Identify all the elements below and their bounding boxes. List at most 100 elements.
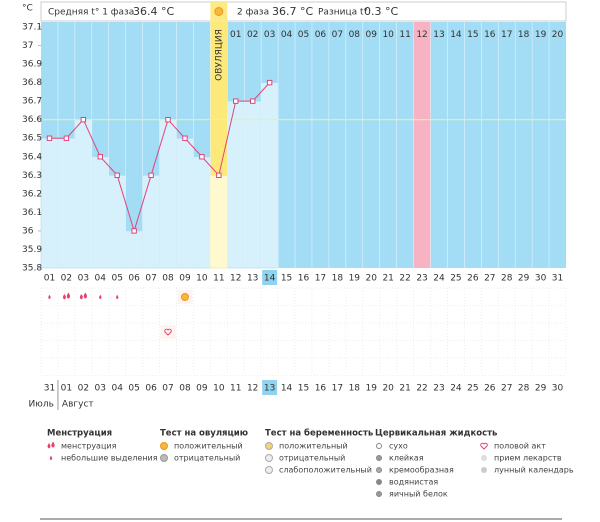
post-ovulation-day: 01 [230,30,241,40]
post-ovulation-day: 05 [298,30,309,40]
post-ovulation-day: 16 [484,30,496,40]
day-label: 11 [213,274,224,284]
post-ovulation-day: 14 [450,30,462,40]
date-label: 29 [535,384,547,394]
day-label: 16 [298,274,310,284]
date-label: 18 [349,384,361,394]
date-label: 12 [247,384,258,394]
legend-item: отрицательный [279,454,345,463]
temperature-point [63,135,70,141]
day-label: 14 [264,274,276,284]
temperature-bar [91,156,110,269]
date-label: 30 [552,384,564,394]
month-label: Август [62,400,94,410]
day-label: 05 [111,274,122,284]
temperature-point [233,98,239,104]
day-label: 18 [332,274,344,284]
post-ovulation-day: 03 [264,30,275,40]
temperature-bar [108,175,126,269]
y-tick-label: 37 [22,41,33,51]
legend-item: слабоположительный [279,466,372,475]
fluid-icon [376,443,382,449]
spotting-icon [49,455,53,461]
y-tick-label: 36.9 [22,60,42,70]
difference-value: 0.3 °C [364,5,398,18]
day-label: 23 [416,274,427,284]
legend-item: клейкая [389,454,424,463]
temperature-bar [57,137,76,269]
date-label: 31 [44,384,55,394]
menstruation-icon [83,292,87,299]
day-label: 29 [518,274,530,284]
day-label: 24 [433,274,445,284]
day-label: 21 [382,274,393,284]
legend-item: кремообразная [389,466,454,475]
y-tick-label: 35.9 [22,245,42,255]
day-label: 19 [349,274,361,284]
legend-title: Тест на беременность [265,428,373,439]
date-label: 21 [399,384,410,394]
legend-item: водянистая [389,478,438,487]
post-ovulation-day: 08 [349,30,361,40]
date-label: 26 [484,384,496,394]
misc-icon [481,467,487,473]
post-ovulation-day: 10 [382,30,394,40]
date-label: 16 [315,384,327,394]
day-label: 28 [501,274,513,284]
month-label: Июль [29,400,54,410]
post-ovulation-day: 17 [501,30,512,40]
day-label: 03 [78,274,89,284]
intercourse-icon [480,442,488,450]
date-label: 02 [78,384,89,394]
y-tick-label: 36.6 [22,115,42,125]
y-axis-label: °C [22,4,33,14]
y-tick-label: 36.2 [22,189,42,199]
fluid-icon [376,467,382,473]
temperature-bar [159,119,177,269]
date-label: 28 [518,384,530,394]
ovulation-test-icon [180,293,189,301]
post-ovulation-day: 09 [366,30,378,40]
temperature-point [114,172,120,179]
legend-item: яичный белок [389,490,448,499]
day-label: 13 [247,274,258,284]
intercourse-icon [164,328,172,336]
temperature-bar [74,119,93,269]
legend-title: Тест на овуляцию [160,429,248,439]
y-tick-label: 36.8 [22,78,42,88]
day-label: 27 [484,274,495,284]
misc-icon [481,455,487,461]
spotting-icon [116,294,119,300]
temperature-point [148,172,154,179]
pregnancy-test-icon [265,454,273,462]
temperature-point [216,172,222,179]
pregnancy-test-icon [265,442,273,450]
day-label: 07 [145,274,156,284]
menstruation-icon [62,294,66,300]
temperature-bar [193,156,211,269]
post-ovulation-day: 12 [416,30,427,40]
date-label: 19 [366,384,378,394]
legend-item: небольшие выделения [61,454,158,463]
y-tick-label: 36 [22,226,34,236]
date-label: 17 [332,384,343,394]
legend-title: Менструация [47,429,112,439]
legend-item: сухо [389,442,408,451]
date-label: 22 [416,384,427,394]
marked-column [413,22,431,268]
post-ovulation-day: 11 [399,30,410,40]
spotting-icon [99,294,102,300]
temperature-point [165,116,171,123]
temperature-point [46,135,53,141]
legend-item: положительный [279,442,348,451]
day-label: 20 [366,274,378,284]
plot-area [41,22,566,268]
post-ovulation-day: 19 [535,30,547,40]
temperature-point [249,98,256,104]
date-label: 09 [196,384,208,394]
date-label: 20 [382,384,394,394]
day-label: 08 [162,274,174,284]
temperature-bar [243,100,262,269]
temperature-point [80,116,87,123]
